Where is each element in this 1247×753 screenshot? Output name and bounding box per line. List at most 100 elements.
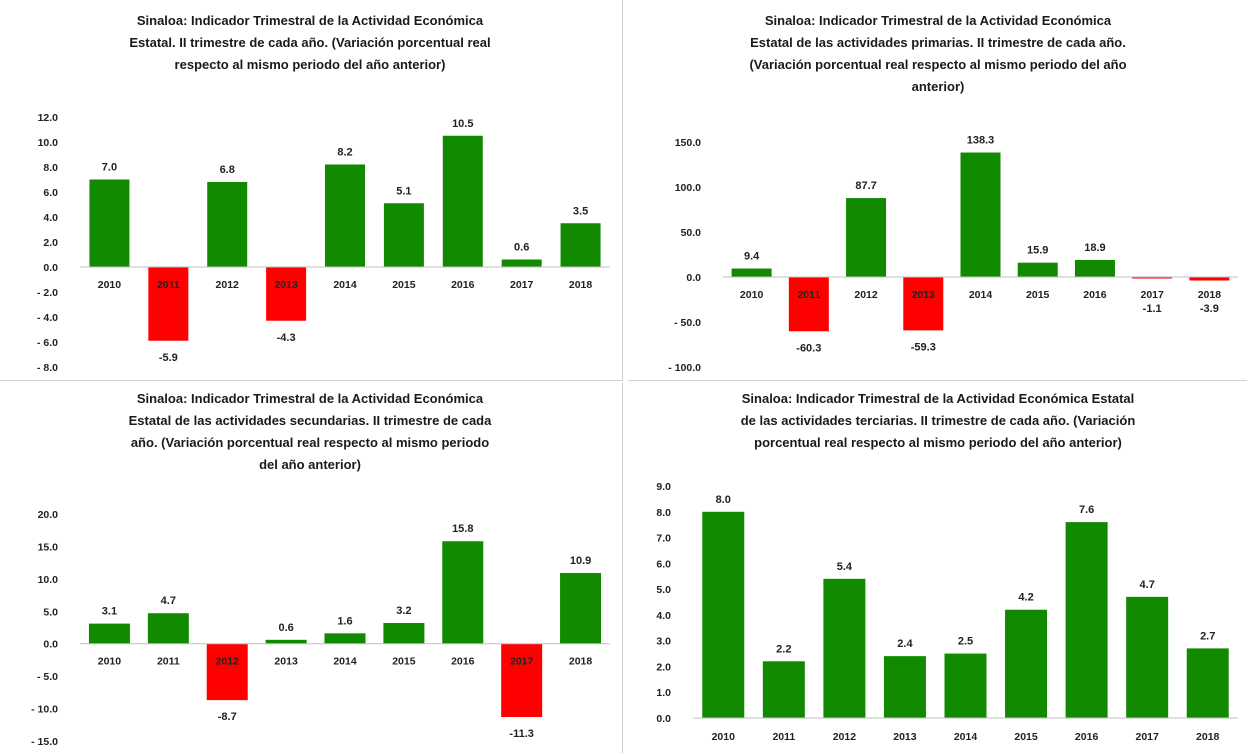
chart-title-line: Estatal de las actividades secundarias. … [128, 413, 492, 428]
x-category-label: 2010 [98, 656, 122, 668]
data-label: -3.9 [1200, 303, 1219, 315]
data-label: 18.9 [1084, 242, 1105, 254]
bar-chart-total: 12.0 10.0 8.0 6.0 4.0 2.0 0.0 - 2.0 - 4.0 - 6.0 - … [37, 112, 610, 374]
y-tick-label: 0.0 [43, 639, 58, 651]
y-tick-label: 8.0 [656, 507, 671, 519]
bar [325, 164, 365, 267]
y-tick-label: 5.0 [656, 584, 671, 596]
bar [846, 198, 887, 277]
bar [883, 656, 926, 718]
y-tick-label: 10.0 [38, 574, 59, 586]
bar [1132, 277, 1173, 279]
y-tick-label: 20.0 [38, 509, 59, 521]
x-category-label: 2017 [1140, 289, 1164, 301]
bar [823, 578, 866, 718]
bar [442, 541, 484, 644]
y-tick-label: 10.0 [38, 137, 59, 149]
data-label: 3.2 [396, 605, 411, 617]
bar [265, 639, 307, 644]
y-tick-label: - 15.0 [31, 736, 58, 748]
x-category-label: 2010 [740, 289, 764, 301]
chart-title-line: Sinaloa: Indicador Trimestral de la Acti… [764, 13, 1112, 28]
chart-title: Sinaloa: Indicador Trimestral de la Acti… [668, 388, 1208, 454]
bar-chart-terciarias: 9.0 8.0 7.0 6.0 5.0 4.0 3.0 2.0 1.0 0.0 2010 2011 20… [656, 481, 1238, 743]
y-tick-label: 3.0 [656, 636, 671, 648]
x-category-label: 2013 [274, 279, 298, 291]
data-label: 7.0 [102, 162, 117, 174]
data-label: 138.3 [967, 135, 995, 147]
x-category-label: 2013 [274, 656, 298, 668]
chart-title: Sinaloa: Indicador Trimestral de la Acti… [668, 10, 1208, 98]
y-tick-label: - 4.0 [37, 312, 58, 324]
x-category-label: 2016 [1083, 289, 1107, 301]
chart-title-line: Sinaloa: Indicador Trimestral de la Acti… [136, 391, 484, 406]
y-tick-label: 0.0 [686, 272, 701, 284]
chart-panel-primarias: Sinaloa: Indicador Trimestral de la Acti… [628, 0, 1247, 381]
data-label: 2.4 [897, 638, 913, 650]
data-label: 5.1 [396, 185, 411, 197]
x-category-label: 2015 [1026, 289, 1050, 301]
bar [1065, 522, 1108, 718]
x-category-label: 2014 [969, 289, 993, 301]
chart-title: Sinaloa: Indicador Trimestral de la Acti… [60, 388, 560, 476]
y-tick-label: 8.0 [43, 162, 58, 174]
bar [501, 259, 542, 267]
data-label: 7.6 [1079, 504, 1094, 516]
chart-title: Sinaloa: Indicador Trimestral de la Acti… [60, 10, 560, 76]
x-category-label: 2018 [569, 279, 593, 291]
y-tick-label: 7.0 [656, 533, 671, 545]
chart-title-line: Sinaloa: Indicador Trimestral de la Acti… [741, 391, 1135, 406]
y-tick-label: 15.0 [38, 541, 59, 553]
data-label: -8.7 [218, 711, 237, 723]
data-label: 4.2 [1018, 592, 1033, 604]
y-tick-label: 2.0 [43, 237, 58, 249]
bar [903, 277, 944, 331]
data-label: 10.5 [452, 118, 473, 130]
x-category-label: 2018 [1196, 731, 1220, 743]
x-category-label: 2016 [1075, 731, 1099, 743]
data-label: 87.7 [855, 180, 876, 192]
bar [1074, 259, 1115, 277]
bar [148, 267, 189, 341]
y-tick-label: 6.0 [43, 187, 58, 199]
y-tick-label: - 10.0 [31, 704, 58, 716]
data-label: 2.7 [1200, 630, 1215, 642]
x-category-label: 2012 [854, 289, 878, 301]
data-label: 4.7 [1140, 579, 1155, 591]
chart-title-line: de las actividades terciarias. II trimes… [740, 413, 1136, 428]
bar [1017, 262, 1058, 277]
data-label: -1.1 [1143, 303, 1162, 315]
x-category-label: 2011 [157, 656, 180, 668]
y-tick-label: 1.0 [656, 687, 671, 699]
x-category-label: 2017 [1135, 731, 1159, 743]
bar [89, 179, 130, 267]
x-category-label: 2010 [98, 279, 122, 291]
data-label: 15.8 [452, 523, 473, 535]
y-tick-label: 2.0 [656, 661, 671, 673]
x-category-label: 2010 [712, 731, 736, 743]
x-category-label: 2012 [216, 656, 240, 668]
data-label: -60.3 [796, 342, 821, 354]
x-category-label: 2015 [392, 656, 416, 668]
data-label: 8.2 [337, 147, 352, 159]
x-category-label: 2012 [833, 731, 857, 743]
bar [702, 511, 745, 718]
y-tick-label: 100.0 [675, 182, 701, 194]
x-category-label: 2013 [893, 731, 917, 743]
bar [88, 623, 130, 644]
data-label: 2.2 [776, 643, 791, 655]
data-label: 6.8 [220, 164, 235, 176]
x-category-label: 2018 [569, 656, 593, 668]
bar [1189, 277, 1230, 281]
bar-chart-secundarias: 20.0 15.0 10.0 5.0 0.0 - 5.0 - 10.0 - 15.0 2010 2… [31, 509, 610, 748]
x-category-label: 2012 [216, 279, 240, 291]
data-label: -59.3 [911, 341, 936, 353]
x-category-label: 2015 [392, 279, 416, 291]
y-tick-label: 0.0 [656, 713, 671, 725]
y-tick-label: 4.0 [656, 610, 671, 622]
chart-title-line: Sinaloa: Indicador Trimestral de la Acti… [136, 13, 484, 28]
chart-title-line: (Variación porcentual real respecto al m… [749, 57, 1127, 72]
chart-title-line: respecto al mismo periodo del año anteri… [174, 57, 446, 72]
data-label: 9.4 [744, 251, 760, 263]
data-label: 1.6 [337, 615, 352, 627]
